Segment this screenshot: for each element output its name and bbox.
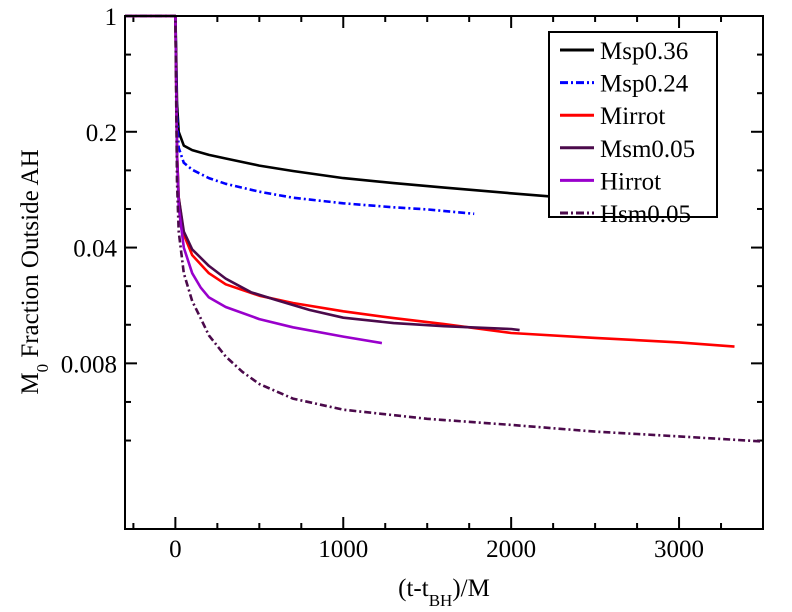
y-tick-label: 0.008 — [61, 351, 117, 378]
x-tick-label: 2000 — [486, 536, 536, 563]
x-tick-label: 1000 — [318, 536, 368, 563]
x-tick-label: 0 — [169, 536, 182, 563]
legend-label: Hsm0.05 — [600, 201, 691, 228]
tick-label-layer: 0 1000 2000 3000 1 0.2 0.04 0.008 — [61, 4, 704, 563]
legend: Msp0.36 Msp0.24 Mirrot Msm0.05 Hirrot Hsm0.05 — [548, 31, 718, 228]
legend-label: Msp0.36 — [600, 38, 688, 65]
y-axis-title: M0 Fraction Outside AH — [17, 149, 52, 394]
legend-label: Mirrot — [600, 103, 665, 130]
series-line-msp0-36 — [125, 14, 555, 199]
series-line-msm0-05 — [125, 14, 520, 332]
series-line-hsm0-05 — [125, 14, 764, 443]
y-tick-label: 0.2 — [86, 120, 117, 147]
legend-box — [548, 31, 718, 218]
legend-label: Msp0.24 — [600, 71, 689, 98]
legend-label: Msm0.05 — [600, 136, 695, 163]
plot-frame — [124, 15, 764, 530]
y-tick-label: 1 — [105, 4, 118, 31]
x-tick-label: 3000 — [654, 536, 704, 563]
legend-label: Hirrot — [600, 168, 661, 195]
x-axis-title: (t-tBH)/M — [398, 575, 490, 610]
y-tick-label: 0.04 — [73, 236, 117, 263]
series-layer — [125, 14, 764, 443]
series-line-hirrot — [125, 14, 383, 345]
